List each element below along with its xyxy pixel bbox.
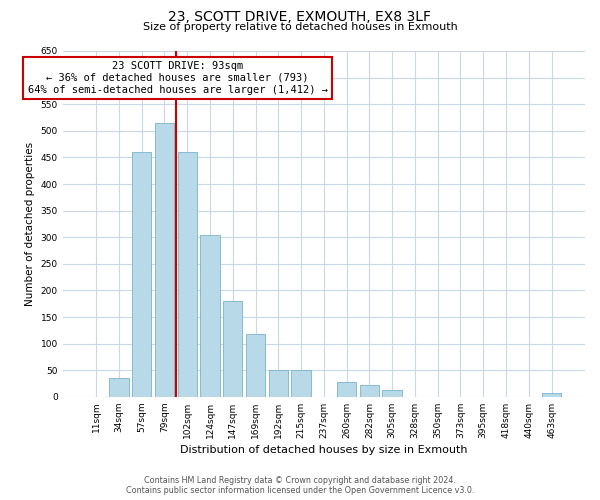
Text: 23, SCOTT DRIVE, EXMOUTH, EX8 3LF: 23, SCOTT DRIVE, EXMOUTH, EX8 3LF bbox=[169, 10, 431, 24]
Bar bbox=[200, 234, 220, 397]
Y-axis label: Number of detached properties: Number of detached properties bbox=[25, 142, 35, 306]
Bar bbox=[269, 370, 288, 397]
X-axis label: Distribution of detached houses by size in Exmouth: Distribution of detached houses by size … bbox=[180, 445, 467, 455]
Bar bbox=[246, 334, 265, 397]
Bar bbox=[178, 152, 197, 397]
Bar bbox=[360, 385, 379, 397]
Bar bbox=[542, 392, 561, 397]
Text: Size of property relative to detached houses in Exmouth: Size of property relative to detached ho… bbox=[143, 22, 457, 32]
Bar bbox=[223, 301, 242, 397]
Bar bbox=[109, 378, 128, 397]
Bar bbox=[132, 152, 151, 397]
Bar bbox=[337, 382, 356, 397]
Text: Contains HM Land Registry data © Crown copyright and database right 2024.
Contai: Contains HM Land Registry data © Crown c… bbox=[126, 476, 474, 495]
Bar bbox=[292, 370, 311, 397]
Text: 23 SCOTT DRIVE: 93sqm
← 36% of detached houses are smaller (793)
64% of semi-det: 23 SCOTT DRIVE: 93sqm ← 36% of detached … bbox=[28, 62, 328, 94]
Bar bbox=[155, 123, 174, 397]
Bar bbox=[382, 390, 402, 397]
